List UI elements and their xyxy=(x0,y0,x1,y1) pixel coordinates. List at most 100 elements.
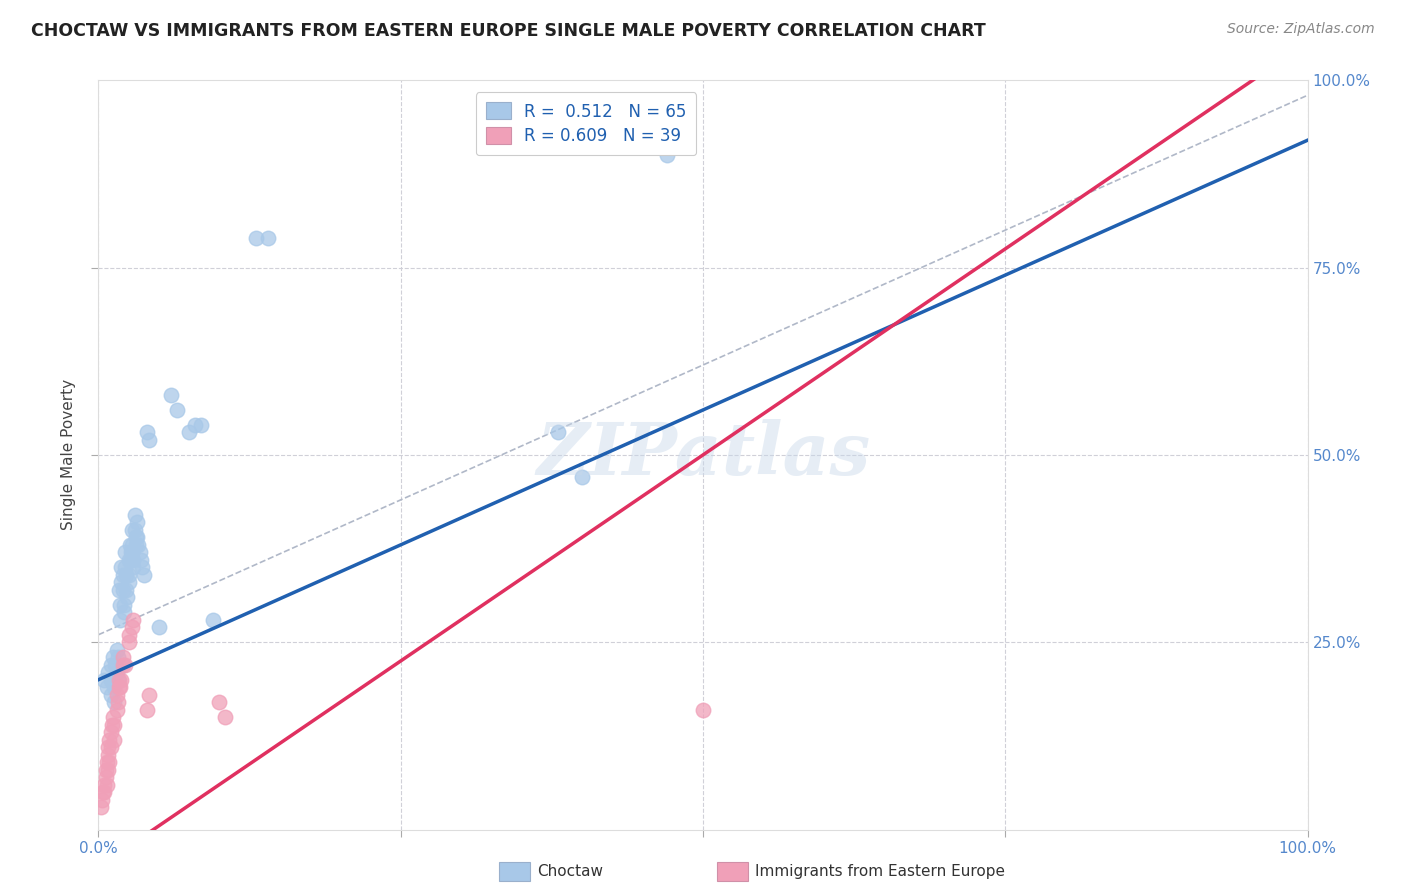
Point xyxy=(122,560,145,574)
Point xyxy=(103,717,125,731)
Point xyxy=(655,148,678,162)
Point xyxy=(129,553,152,567)
Point xyxy=(118,628,141,642)
Point xyxy=(105,688,128,702)
Point xyxy=(103,695,125,709)
Point xyxy=(100,717,122,731)
Point xyxy=(112,598,135,612)
Point xyxy=(98,732,121,747)
Point xyxy=(115,582,138,597)
Point xyxy=(127,516,149,530)
Point xyxy=(135,703,157,717)
Point xyxy=(118,635,141,649)
Point xyxy=(108,680,131,694)
Point xyxy=(105,703,128,717)
Point xyxy=(124,508,146,522)
Point xyxy=(148,620,170,634)
Point xyxy=(111,657,134,672)
Point xyxy=(108,613,131,627)
Point xyxy=(127,538,149,552)
Point xyxy=(111,650,134,665)
Point xyxy=(121,523,143,537)
Point xyxy=(208,695,231,709)
Point xyxy=(692,703,714,717)
Point xyxy=(98,755,121,769)
Point xyxy=(125,530,148,544)
Point xyxy=(108,680,131,694)
Point xyxy=(97,665,120,680)
Point xyxy=(91,792,114,806)
Point xyxy=(100,725,122,739)
Point xyxy=(112,605,135,619)
Point xyxy=(122,613,145,627)
Point xyxy=(118,575,141,590)
Point xyxy=(101,710,124,724)
Point xyxy=(190,417,212,432)
Point xyxy=(114,560,136,574)
Point xyxy=(100,657,122,672)
Point xyxy=(97,763,120,777)
Text: CHOCTAW VS IMMIGRANTS FROM EASTERN EUROPE SINGLE MALE POVERTY CORRELATION CHART: CHOCTAW VS IMMIGRANTS FROM EASTERN EUROP… xyxy=(31,22,986,40)
Point xyxy=(117,591,139,605)
Point xyxy=(108,673,131,687)
Point xyxy=(110,673,132,687)
Point xyxy=(134,567,156,582)
Point xyxy=(94,770,117,784)
Point xyxy=(101,673,124,687)
Point xyxy=(103,680,125,694)
Point xyxy=(256,230,278,244)
Point xyxy=(118,567,141,582)
Point xyxy=(100,740,122,755)
Point xyxy=(120,545,142,559)
Text: Source: ZipAtlas.com: Source: ZipAtlas.com xyxy=(1227,22,1375,37)
Point xyxy=(91,785,114,799)
Point xyxy=(105,642,128,657)
Point xyxy=(114,657,136,672)
Point xyxy=(115,567,138,582)
Point xyxy=(96,680,118,694)
Point xyxy=(245,230,267,244)
Point xyxy=(94,763,117,777)
Point xyxy=(121,538,143,552)
Text: Choctaw: Choctaw xyxy=(537,864,603,879)
Point xyxy=(93,778,115,792)
Point xyxy=(104,657,127,672)
Point xyxy=(128,545,150,559)
Point xyxy=(103,732,125,747)
Point xyxy=(138,688,160,702)
Point xyxy=(100,673,122,687)
Legend: R =  0.512   N = 65, R = 0.609   N = 39: R = 0.512 N = 65, R = 0.609 N = 39 xyxy=(475,93,696,155)
Point xyxy=(111,582,134,597)
Point xyxy=(96,778,118,792)
Point xyxy=(571,470,593,484)
Text: ZIPatlas: ZIPatlas xyxy=(536,419,870,491)
Point xyxy=(184,417,207,432)
Point xyxy=(118,553,141,567)
Point xyxy=(93,673,115,687)
Point xyxy=(100,688,122,702)
Point xyxy=(160,388,183,402)
Point xyxy=(135,425,157,440)
Point xyxy=(96,755,118,769)
Point xyxy=(125,538,148,552)
Point xyxy=(108,582,131,597)
Point xyxy=(547,425,569,440)
Point xyxy=(121,545,143,559)
Point xyxy=(97,740,120,755)
Point xyxy=(120,553,142,567)
Y-axis label: Single Male Poverty: Single Male Poverty xyxy=(60,379,76,531)
Point xyxy=(202,613,225,627)
Point xyxy=(138,433,160,447)
Point xyxy=(93,785,115,799)
Point xyxy=(105,665,128,680)
Point xyxy=(107,650,129,665)
Text: Immigrants from Eastern Europe: Immigrants from Eastern Europe xyxy=(755,864,1005,879)
Point xyxy=(111,567,134,582)
Point xyxy=(131,560,153,574)
Point xyxy=(107,695,129,709)
Point xyxy=(114,545,136,559)
Point xyxy=(97,747,120,762)
Point xyxy=(214,710,236,724)
Point xyxy=(108,598,131,612)
Point xyxy=(127,530,149,544)
